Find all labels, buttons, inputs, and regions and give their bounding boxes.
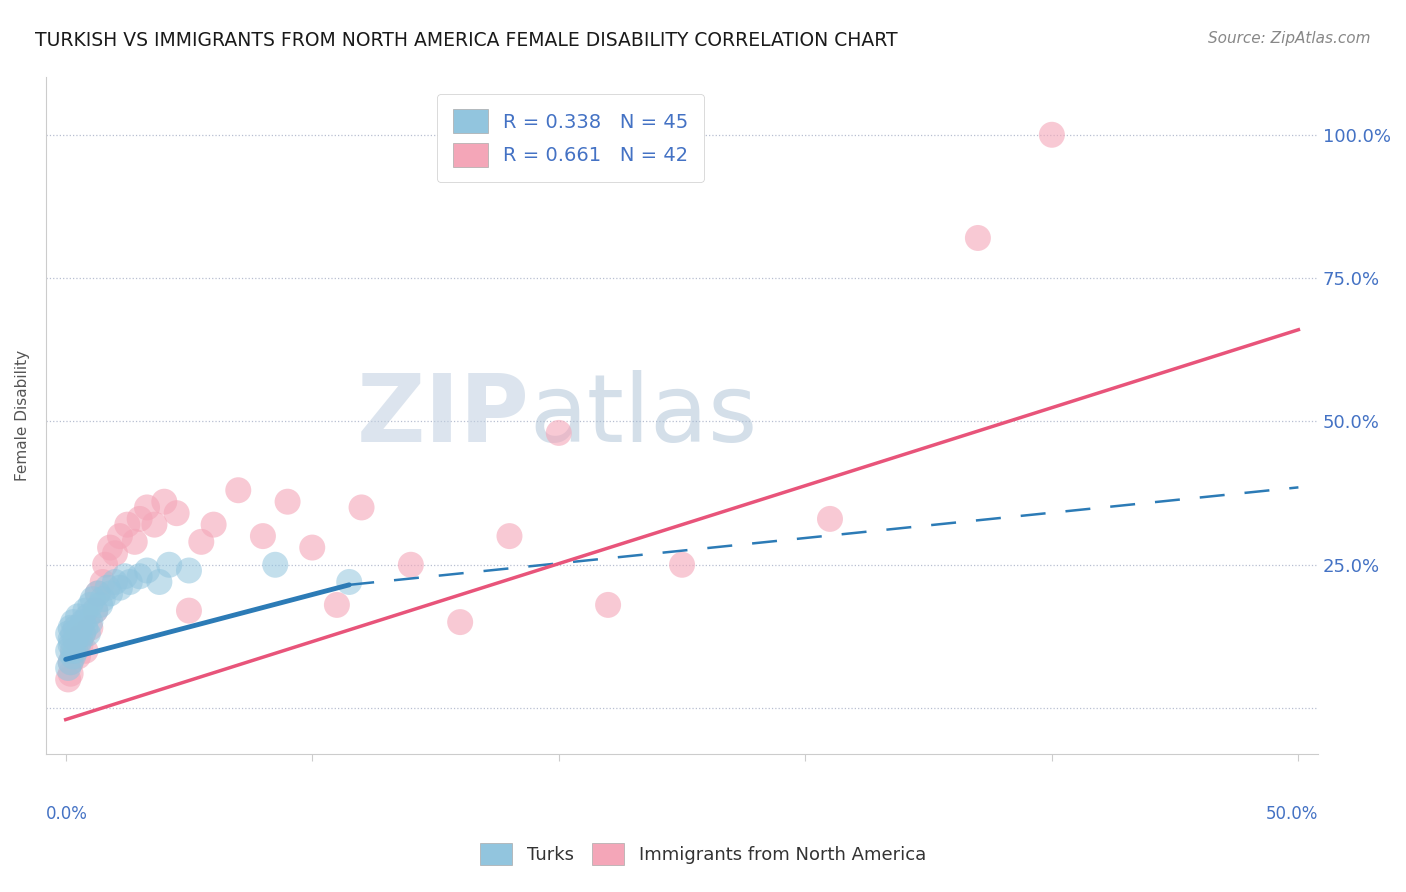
- Point: [98, 541, 121, 555]
- Point: [153, 494, 176, 508]
- Point: [62, 649, 84, 664]
- Legend: R = 0.338   N = 45, R = 0.661   N = 42: R = 0.338 N = 45, R = 0.661 N = 42: [437, 94, 704, 182]
- Point: [56, 644, 79, 658]
- Point: [97, 581, 120, 595]
- Text: TURKISH VS IMMIGRANTS FROM NORTH AMERICA FEMALE DISABILITY CORRELATION CHART: TURKISH VS IMMIGRANTS FROM NORTH AMERICA…: [35, 31, 898, 50]
- Point: [264, 558, 287, 572]
- Point: [148, 574, 170, 589]
- Point: [108, 529, 131, 543]
- Point: [91, 592, 114, 607]
- Point: [166, 506, 188, 520]
- Point: [98, 586, 121, 600]
- Point: [84, 604, 107, 618]
- Point: [498, 529, 520, 543]
- Point: [277, 494, 299, 508]
- Point: [65, 644, 87, 658]
- Point: [190, 534, 212, 549]
- Point: [65, 632, 87, 647]
- Point: [69, 621, 91, 635]
- Point: [66, 649, 89, 664]
- Point: [547, 425, 569, 440]
- Point: [87, 586, 110, 600]
- Point: [449, 615, 471, 629]
- Point: [337, 574, 360, 589]
- Point: [79, 621, 101, 635]
- Point: [66, 638, 89, 652]
- Point: [59, 621, 82, 635]
- Point: [124, 534, 146, 549]
- Point: [62, 644, 84, 658]
- Point: [59, 632, 82, 647]
- Point: [56, 673, 79, 687]
- Point: [59, 638, 82, 652]
- Point: [818, 512, 841, 526]
- Point: [65, 621, 87, 635]
- Point: [301, 541, 323, 555]
- Point: [79, 598, 101, 612]
- Point: [118, 574, 141, 589]
- Point: [66, 626, 89, 640]
- Point: [1040, 128, 1063, 142]
- Point: [596, 598, 619, 612]
- Text: 50.0%: 50.0%: [1265, 805, 1319, 822]
- Text: 0.0%: 0.0%: [46, 805, 87, 822]
- Point: [59, 655, 82, 669]
- Point: [62, 626, 84, 640]
- Point: [136, 500, 159, 515]
- Point: [967, 231, 990, 245]
- Point: [65, 632, 87, 647]
- Point: [114, 569, 136, 583]
- Point: [94, 558, 117, 572]
- Point: [77, 609, 100, 624]
- Point: [72, 615, 94, 629]
- Text: ZIP: ZIP: [357, 369, 530, 462]
- Point: [136, 564, 159, 578]
- Point: [108, 581, 131, 595]
- Point: [202, 517, 225, 532]
- Point: [66, 609, 89, 624]
- Point: [226, 483, 249, 498]
- Point: [326, 598, 349, 612]
- Point: [87, 586, 110, 600]
- Point: [84, 604, 107, 618]
- Point: [82, 592, 104, 607]
- Point: [143, 517, 166, 532]
- Point: [69, 638, 91, 652]
- Text: atlas: atlas: [530, 369, 758, 462]
- Point: [89, 598, 111, 612]
- Point: [671, 558, 693, 572]
- Point: [399, 558, 422, 572]
- Point: [56, 626, 79, 640]
- Point: [157, 558, 180, 572]
- Point: [91, 574, 114, 589]
- Point: [177, 604, 200, 618]
- Y-axis label: Female Disability: Female Disability: [15, 351, 30, 482]
- Point: [177, 564, 200, 578]
- Point: [72, 626, 94, 640]
- Legend: Turks, Immigrants from North America: Turks, Immigrants from North America: [472, 836, 934, 872]
- Point: [75, 644, 97, 658]
- Point: [128, 569, 150, 583]
- Point: [56, 661, 79, 675]
- Point: [79, 615, 101, 629]
- Point: [62, 644, 84, 658]
- Point: [128, 512, 150, 526]
- Point: [77, 626, 100, 640]
- Point: [117, 517, 139, 532]
- Point: [72, 626, 94, 640]
- Point: [69, 632, 91, 647]
- Point: [104, 574, 127, 589]
- Point: [62, 615, 84, 629]
- Point: [59, 655, 82, 669]
- Point: [75, 604, 97, 618]
- Point: [59, 666, 82, 681]
- Point: [104, 546, 127, 560]
- Point: [75, 621, 97, 635]
- Text: Source: ZipAtlas.com: Source: ZipAtlas.com: [1208, 31, 1371, 46]
- Point: [252, 529, 274, 543]
- Point: [350, 500, 373, 515]
